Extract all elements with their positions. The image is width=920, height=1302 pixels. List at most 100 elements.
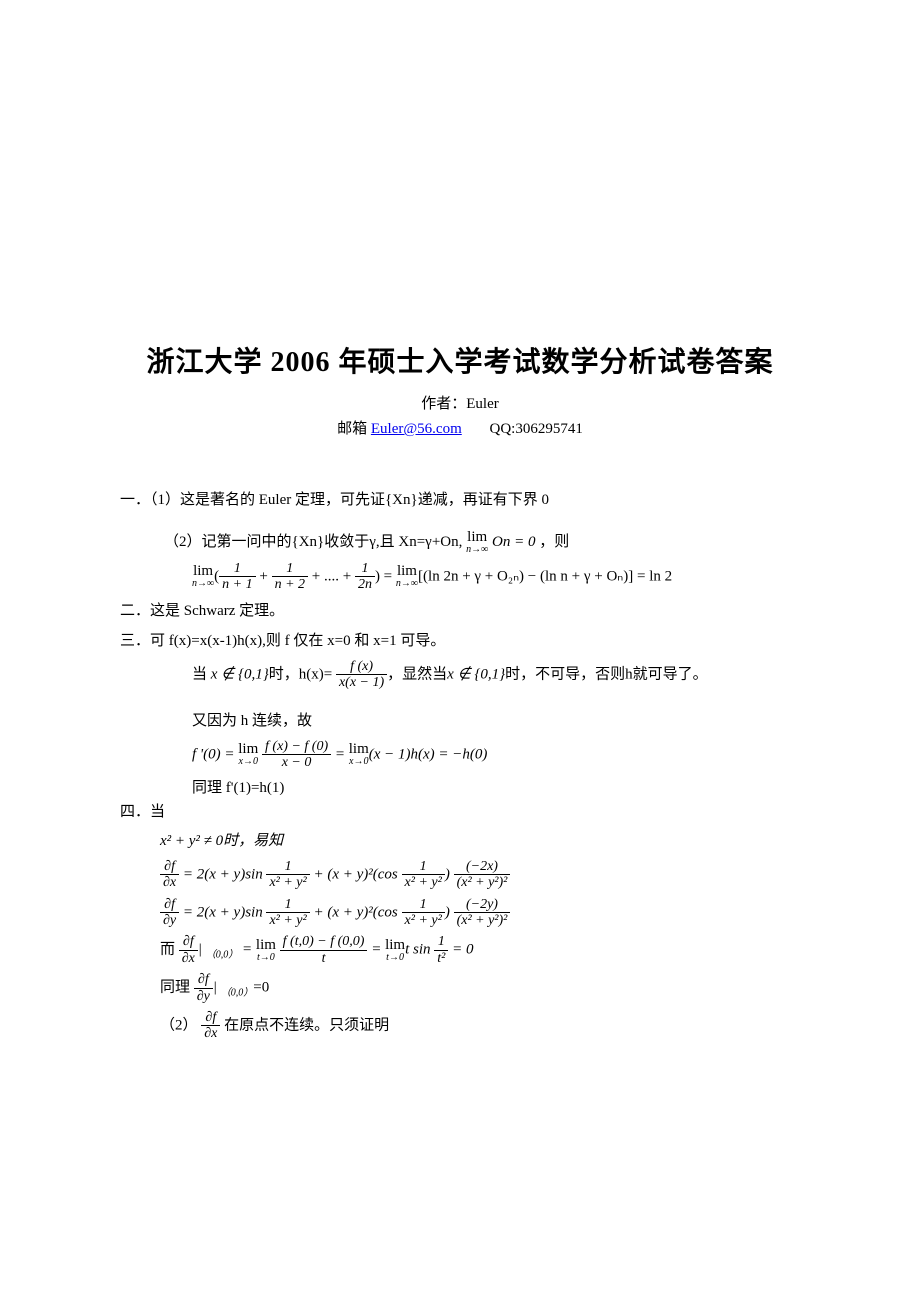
- fe11d: x² + y²: [266, 875, 309, 890]
- p1-text-b: ,且 Xn=: [376, 534, 425, 550]
- problem-4-head: 四．当: [120, 800, 800, 824]
- fe13d: (x² + y²)²: [454, 875, 511, 890]
- dots: + .... +: [312, 568, 351, 584]
- fe22d: x² + y²: [402, 913, 445, 928]
- p1-text-d: ，则: [539, 534, 569, 550]
- lim-sub: n→∞: [466, 545, 488, 555]
- problem-1-part2: （2）记第一问中的{Xn}收敛于γ,且 Xn=γ+On, lim n→∞ On …: [120, 530, 800, 555]
- limit-expr-2: lim n→∞: [192, 564, 214, 589]
- p4e1-b: + (x + y)²(cos: [310, 866, 398, 882]
- p4l5-sub: （0,0）: [221, 988, 254, 999]
- content-body: 一．（1）这是著名的 Euler 定理，可先证{Xn}递减，再证有下界 0 （2…: [120, 488, 800, 1042]
- lim-sub-6: t→0: [256, 953, 276, 963]
- eq-sign-2: =: [371, 942, 385, 958]
- p4e3-c: =: [238, 942, 256, 958]
- lim-sub-4: x→0: [238, 757, 258, 767]
- fe23d: (x² + y²)²: [454, 913, 511, 928]
- fe12d: x² + y²: [402, 875, 445, 890]
- frac-e1-1: 1x² + y²: [266, 859, 309, 891]
- problem-4-line1: x² + y² ≠ 0时，易知: [160, 830, 800, 853]
- p3-f2-lhs: f '(0) =: [192, 746, 238, 762]
- eq-sign-1: =: [335, 746, 349, 762]
- pd-fx3-den: ∂x: [201, 1026, 220, 1041]
- problem-4-line5: 同理 ∂f∂y| （0,0）=0: [160, 972, 800, 1004]
- problem-3-formula2: f '(0) = lim x→0 f (x) − f (0)x − 0 = li…: [192, 739, 800, 771]
- lim-on: On = 0: [492, 534, 535, 550]
- p4e1-a: = 2(x + y)sin: [179, 866, 263, 882]
- frac-e1-3: (−2x)(x² + y²)²: [454, 859, 511, 891]
- problem-4-eq3: 而 ∂f∂x| （0,0） = lim t→0 f (t,0) − f (0,0…: [160, 934, 800, 966]
- email-label: 邮箱: [337, 421, 371, 437]
- lim-label-7: lim: [385, 938, 405, 953]
- page-title: 浙江大学 2006 年硕士入学考试数学分析试卷答案: [120, 340, 800, 380]
- frac-1: 1n + 1: [219, 561, 255, 593]
- frac1-den: n + 1: [219, 577, 255, 592]
- p3-l2-e: x ∉ {0,1}: [447, 666, 505, 682]
- lim-label-3: lim: [396, 564, 418, 579]
- pd-fy: ∂f∂y: [160, 897, 179, 929]
- p4l6-a: （2）: [160, 1017, 198, 1033]
- frac-e1-2: 1x² + y²: [402, 859, 445, 891]
- frac-e2-1: 1x² + y²: [266, 897, 309, 929]
- gamma-symbol-2: γ: [425, 534, 432, 550]
- frac-h: f (x)x(x − 1): [336, 659, 387, 691]
- p4e3-d: t sin: [405, 942, 430, 958]
- pd-fx-3: ∂f∂x: [201, 1010, 220, 1042]
- p3-l2-f: 时，不可导，否则h就可导了。: [505, 666, 708, 682]
- pd-fy-num: ∂f: [160, 897, 179, 913]
- frac-fp-num: f (x) − f (0): [262, 739, 331, 755]
- frac3-num: 1: [355, 561, 375, 577]
- frac-e3-2: 1t²: [434, 934, 448, 966]
- fe12n: 1: [402, 859, 445, 875]
- frac-h-den: x(x − 1): [336, 675, 387, 690]
- fe3n: f (t,0) − f (0,0): [280, 934, 368, 950]
- problem-3-line2: 当 x ∉ {0,1}时，h(x)= f (x)x(x − 1)，显然当x ∉ …: [192, 659, 800, 691]
- p1-text-a: （2）记第一问中的{Xn}收敛于: [164, 534, 369, 550]
- frac-e3: f (t,0) − f (0,0)t: [280, 934, 368, 966]
- pd-fy-2: ∂f∂y: [194, 972, 213, 1004]
- p4-l1: x² + y² ≠ 0时，易知: [160, 833, 283, 849]
- p4e3-b: |: [198, 942, 206, 958]
- p3-l2-c: 时，h(x)=: [269, 666, 332, 682]
- pd-fx: ∂f∂x: [160, 859, 179, 891]
- frac2-num: 1: [272, 561, 308, 577]
- frac-3: 12n: [355, 561, 375, 593]
- fe21d: x² + y²: [266, 913, 309, 928]
- qq-label: QQ:: [490, 421, 516, 437]
- author-line: 作者：Euler: [120, 392, 800, 413]
- limit-x0: lim x→0: [238, 742, 258, 767]
- fe23n: (−2y): [454, 897, 511, 913]
- p3-l2-d: ，显然当: [387, 666, 447, 682]
- p4e3-sub: （0,0）: [206, 950, 239, 961]
- p4e3-e: = 0: [448, 942, 473, 958]
- frac-fprime: f (x) − f (0)x − 0: [262, 739, 331, 771]
- p4l5-a: 同理: [160, 980, 190, 996]
- frac3-den: 2n: [355, 577, 375, 592]
- p4l5-c: =0: [253, 980, 269, 996]
- lim-label-4: lim: [238, 742, 258, 757]
- gamma-symbol: γ: [369, 534, 376, 550]
- limit-expr: lim n→∞: [466, 530, 488, 555]
- fe3d: t: [280, 951, 368, 966]
- fe32n: 1: [434, 934, 448, 950]
- lim-label: lim: [466, 530, 488, 545]
- fe21n: 1: [266, 897, 309, 913]
- lim-label-2: lim: [192, 564, 214, 579]
- p3-l2-b: x ∉ {0,1}: [211, 666, 269, 682]
- frac-e2-2: 1x² + y²: [402, 897, 445, 929]
- lim-sub-7: t→0: [385, 953, 405, 963]
- p3-f2-rhs: (x − 1)h(x) = −h(0): [369, 746, 488, 762]
- problem-1-part1: 一．（1）这是著名的 Euler 定理，可先证{Xn}递减，再证有下界 0: [120, 488, 800, 512]
- problem-3-line3: 又因为 h 连续，故: [120, 709, 800, 733]
- p4e1-c: ): [445, 866, 450, 882]
- frac1-num: 1: [219, 561, 255, 577]
- limit-expr-3: lim n→∞: [396, 564, 418, 589]
- limit-t0: lim t→0: [256, 938, 276, 963]
- p1-rhs: [(ln 2n + γ + O₂ₙ) − (ln n + γ + Oₙ)] = …: [418, 568, 672, 584]
- email-link[interactable]: Euler@56.com: [371, 421, 462, 437]
- lim-sub-2: n→∞: [192, 579, 214, 589]
- problem-2: 二．这是 Schwarz 定理。: [120, 599, 800, 623]
- lim-label-5: lim: [349, 742, 369, 757]
- p4e2-c: ): [445, 904, 450, 920]
- pd-fx2-den: ∂x: [179, 951, 198, 966]
